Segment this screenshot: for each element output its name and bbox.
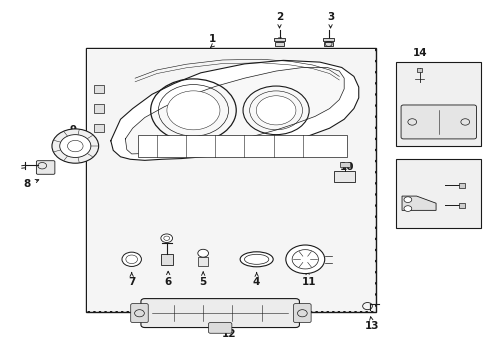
Circle shape <box>166 91 220 130</box>
FancyBboxPatch shape <box>293 303 310 323</box>
Bar <box>339 162 349 167</box>
Bar <box>416 68 422 72</box>
Bar <box>94 104 104 113</box>
Text: 5: 5 <box>199 277 206 287</box>
Circle shape <box>122 252 141 266</box>
FancyBboxPatch shape <box>36 161 55 174</box>
Circle shape <box>52 129 99 163</box>
Circle shape <box>60 135 91 157</box>
Text: 1: 1 <box>209 34 216 44</box>
Ellipse shape <box>240 252 273 267</box>
FancyBboxPatch shape <box>400 105 475 139</box>
Bar <box>395 62 480 146</box>
Text: 3: 3 <box>326 13 333 22</box>
Text: 13: 13 <box>364 321 378 332</box>
Text: 11: 11 <box>301 277 316 287</box>
Text: 4: 4 <box>252 277 260 287</box>
Bar <box>137 135 346 157</box>
Text: 10: 10 <box>339 162 353 172</box>
Bar <box>324 42 332 46</box>
Bar <box>333 171 355 182</box>
FancyBboxPatch shape <box>130 303 148 323</box>
Polygon shape <box>401 196 435 210</box>
Text: 6: 6 <box>164 277 171 287</box>
Circle shape <box>403 197 411 203</box>
FancyBboxPatch shape <box>141 298 299 328</box>
Text: 15: 15 <box>412 162 427 172</box>
Circle shape <box>161 234 172 243</box>
Bar <box>198 257 207 266</box>
Circle shape <box>403 206 411 211</box>
Bar <box>94 85 104 93</box>
Text: 14: 14 <box>412 48 427 58</box>
Bar <box>323 38 333 41</box>
Bar <box>458 203 464 207</box>
Text: 8: 8 <box>23 179 30 189</box>
Bar <box>87 49 374 311</box>
Bar <box>395 158 480 228</box>
Circle shape <box>285 245 324 274</box>
FancyBboxPatch shape <box>208 323 231 333</box>
Bar <box>86 48 375 312</box>
Polygon shape <box>111 60 358 160</box>
Text: 12: 12 <box>221 329 236 339</box>
Bar <box>161 254 172 265</box>
Polygon shape <box>125 67 344 154</box>
Text: 7: 7 <box>128 277 135 287</box>
Circle shape <box>198 249 208 257</box>
Text: 2: 2 <box>275 13 283 22</box>
Circle shape <box>256 96 295 125</box>
Bar <box>94 124 104 132</box>
Bar <box>274 38 285 41</box>
Text: 9: 9 <box>70 125 77 135</box>
Bar <box>458 183 464 188</box>
Bar <box>275 42 284 46</box>
